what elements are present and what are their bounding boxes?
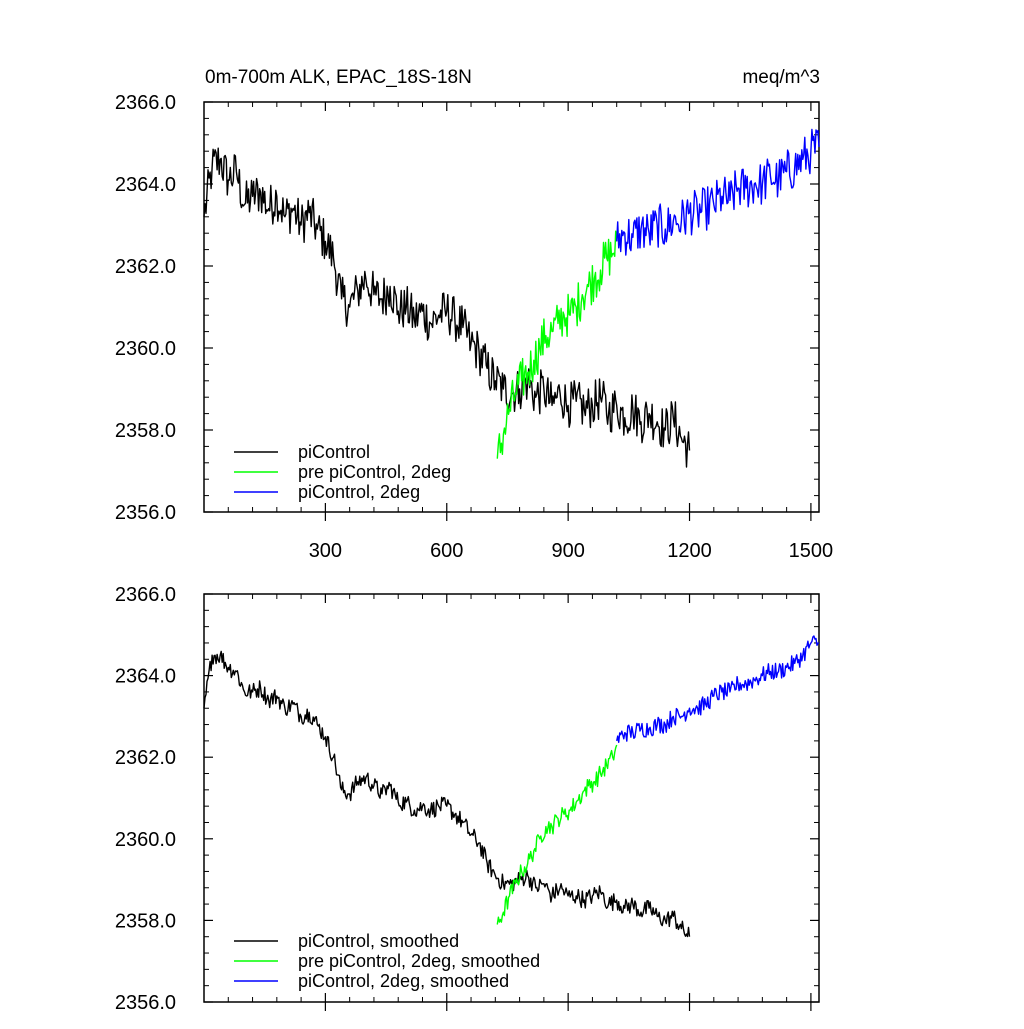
y-tick-label: 2366.0	[115, 92, 176, 114]
x-tick-label: 600	[430, 540, 463, 562]
x-tick-label: 900	[551, 540, 584, 562]
y-tick-label: 2360.0	[115, 829, 176, 851]
series-line-1	[203, 147, 691, 468]
y-tick-label: 2366.0	[115, 584, 176, 606]
x-tick-label: 1500	[789, 540, 834, 562]
chart-panel-1: 300 600 900 1200 1500 2356.0 2358.0 2360.0 2362.…	[115, 92, 833, 562]
chart-title-left: 0m-700m ALK, EPAC_18S-18N	[205, 67, 472, 88]
y-tick-label: 2364.0	[115, 666, 176, 688]
series-line-3	[616, 635, 820, 743]
legend-label-3: piControl, 2deg	[298, 482, 420, 502]
chart-units-label: meq/m^3	[742, 67, 820, 88]
y-tick-label: 2358.0	[115, 910, 176, 932]
y-tick-label: 2358.0	[115, 420, 176, 442]
chart-panel-2: 2356.0 2358.0 2360.0 2362.0 2364.0 2366.0 piCo…	[115, 584, 820, 1014]
y-tick-label: 2362.0	[115, 256, 176, 278]
y-tick-label: 2360.0	[115, 338, 176, 360]
legend-label-1: piControl	[298, 442, 370, 462]
x-tick-label: 1200	[667, 540, 712, 562]
y-tick-label: 2362.0	[115, 747, 176, 769]
x-tick-label: 300	[309, 540, 342, 562]
plot-frame	[203, 101, 820, 513]
legend-label-2: pre piControl, 2deg, smoothed	[298, 951, 540, 971]
series-line-2	[496, 744, 618, 925]
plot-frame	[203, 593, 820, 1003]
series-line-3	[616, 128, 820, 256]
y-tick-label: 2364.0	[115, 174, 176, 196]
legend-label-1: piControl, smoothed	[298, 931, 459, 951]
legend-label-2: pre piControl, 2deg	[298, 462, 451, 482]
y-tick-label: 2356.0	[115, 992, 176, 1014]
series-line-2	[496, 230, 618, 459]
legend-label-3: piControl, 2deg, smoothed	[298, 971, 509, 991]
y-tick-label: 2356.0	[115, 502, 176, 524]
series-line-1	[203, 650, 691, 938]
